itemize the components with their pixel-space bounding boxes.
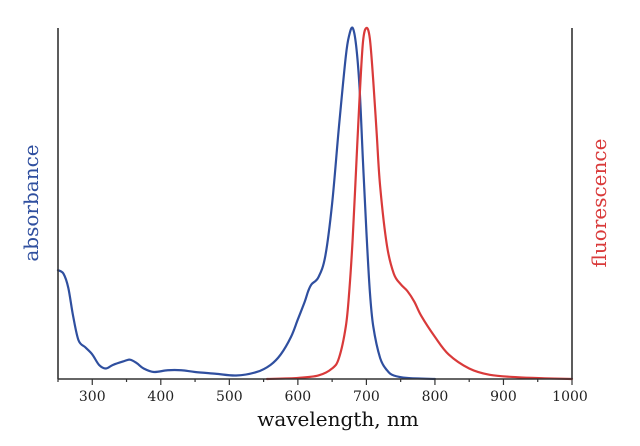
x-tick-label: 400 — [147, 389, 174, 405]
series-line-fluorescence — [265, 26, 574, 381]
y-axis-label-right: fluorescence — [587, 139, 611, 268]
axes: 300 400 500 600 700 800 900 1000 — [57, 28, 588, 405]
x-tick-label: 600 — [284, 389, 311, 405]
x-tick-label: 800 — [422, 389, 449, 405]
x-tick-label: 500 — [216, 389, 243, 405]
series-line-absorbance — [56, 26, 437, 381]
x-tick-label: 1000 — [552, 389, 588, 405]
x-tick-label: 300 — [79, 389, 106, 405]
plot-area — [56, 26, 574, 381]
x-axis-label: wavelength, nm — [257, 407, 419, 431]
x-tick-label: 700 — [353, 389, 380, 405]
y-axis-label-left: absorbance — [19, 144, 43, 261]
x-tick-label: 900 — [490, 389, 517, 405]
